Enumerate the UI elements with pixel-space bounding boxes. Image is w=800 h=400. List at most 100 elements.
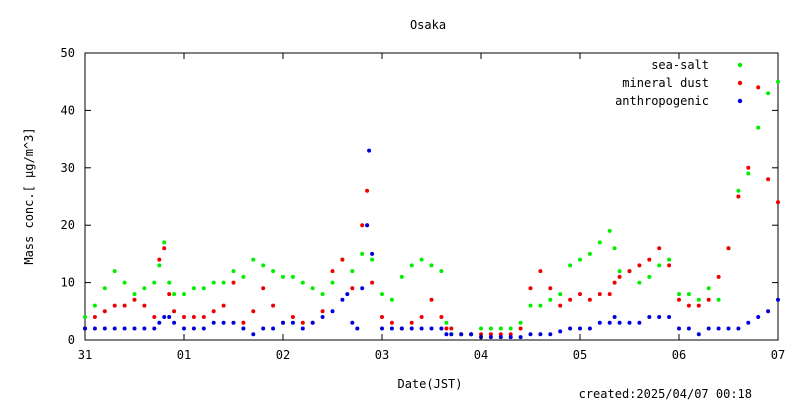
data-point (191, 315, 196, 319)
data-point (271, 303, 276, 308)
data-point (92, 315, 97, 319)
data-point (429, 297, 434, 302)
data-point (261, 263, 266, 268)
data-point (657, 263, 662, 268)
data-point (587, 297, 592, 302)
data-point (449, 332, 454, 337)
data-point (167, 315, 172, 319)
data-point (157, 320, 162, 325)
data-point (340, 297, 345, 302)
data-point (766, 309, 771, 314)
data-point (251, 332, 256, 337)
data-point (647, 274, 652, 279)
data-point (736, 326, 741, 331)
data-point (300, 320, 305, 325)
data-point (102, 326, 107, 331)
series-mineral-dust (83, 85, 780, 337)
data-point (706, 326, 711, 331)
data-point (429, 263, 434, 268)
data-point (201, 315, 206, 319)
data-point (310, 286, 315, 291)
data-point (716, 326, 721, 331)
data-point (508, 326, 513, 331)
x-tick-label: 04 (474, 348, 488, 362)
data-point (340, 257, 345, 262)
data-point (538, 269, 543, 274)
data-point (345, 292, 350, 297)
data-point (399, 326, 404, 331)
data-point (578, 257, 582, 262)
data-point (746, 320, 751, 325)
chart-title: Osaka (410, 18, 446, 32)
x-tick-label: 06 (672, 348, 686, 362)
data-point (112, 269, 117, 274)
data-point (597, 240, 602, 245)
data-point (281, 320, 285, 325)
data-point (241, 274, 246, 279)
data-point (211, 309, 216, 314)
data-point (756, 85, 761, 90)
data-point (548, 332, 553, 337)
legend-label: mineral dust (622, 76, 709, 90)
data-point (281, 274, 285, 279)
data-point (736, 188, 741, 193)
data-point (696, 297, 701, 302)
data-point (152, 315, 157, 319)
data-point (83, 315, 87, 319)
data-point (380, 292, 384, 297)
data-point (607, 228, 612, 233)
data-point (221, 280, 226, 285)
data-point (191, 326, 196, 331)
data-point (637, 320, 642, 325)
data-point (152, 326, 157, 331)
data-point (162, 246, 167, 251)
data-point (667, 263, 672, 268)
data-point (132, 297, 137, 302)
data-point (370, 251, 375, 256)
data-point (647, 257, 652, 262)
data-point (182, 315, 186, 319)
data-point (157, 263, 162, 268)
data-point (612, 280, 617, 285)
data-point (677, 292, 681, 297)
data-point (439, 315, 444, 319)
y-tick-label: 40 (61, 103, 75, 117)
data-point (508, 335, 513, 340)
data-point (399, 274, 404, 279)
data-point (518, 326, 523, 331)
data-point (716, 274, 721, 279)
data-point (736, 194, 741, 199)
legend-label: sea-salt (651, 58, 709, 72)
data-point (667, 257, 672, 262)
data-point (508, 332, 513, 337)
data-point (686, 326, 691, 331)
data-point (706, 297, 711, 302)
data-point (201, 286, 206, 291)
data-point (271, 326, 276, 331)
y-tick-label: 30 (61, 161, 75, 175)
data-point (538, 332, 543, 337)
data-point (231, 320, 236, 325)
data-point (488, 332, 493, 337)
x-tick-label: 31 (78, 348, 92, 362)
data-point (389, 297, 394, 302)
data-point (429, 326, 434, 331)
data-point (142, 326, 147, 331)
data-point (367, 148, 372, 153)
data-point (290, 274, 295, 279)
footer-created: created:2025/04/07 00:18 (579, 387, 752, 400)
series-anthropogenic (83, 148, 780, 340)
data-point (271, 269, 276, 274)
data-point (637, 280, 642, 285)
data-point (528, 303, 533, 308)
data-point (409, 320, 414, 325)
data-point (409, 326, 414, 331)
data-point (528, 332, 533, 337)
data-point (617, 274, 622, 279)
data-point (677, 326, 681, 331)
legend-marker (737, 98, 743, 104)
data-point (677, 297, 681, 302)
data-point (102, 309, 107, 314)
data-point (162, 240, 167, 245)
data-point (350, 320, 355, 325)
